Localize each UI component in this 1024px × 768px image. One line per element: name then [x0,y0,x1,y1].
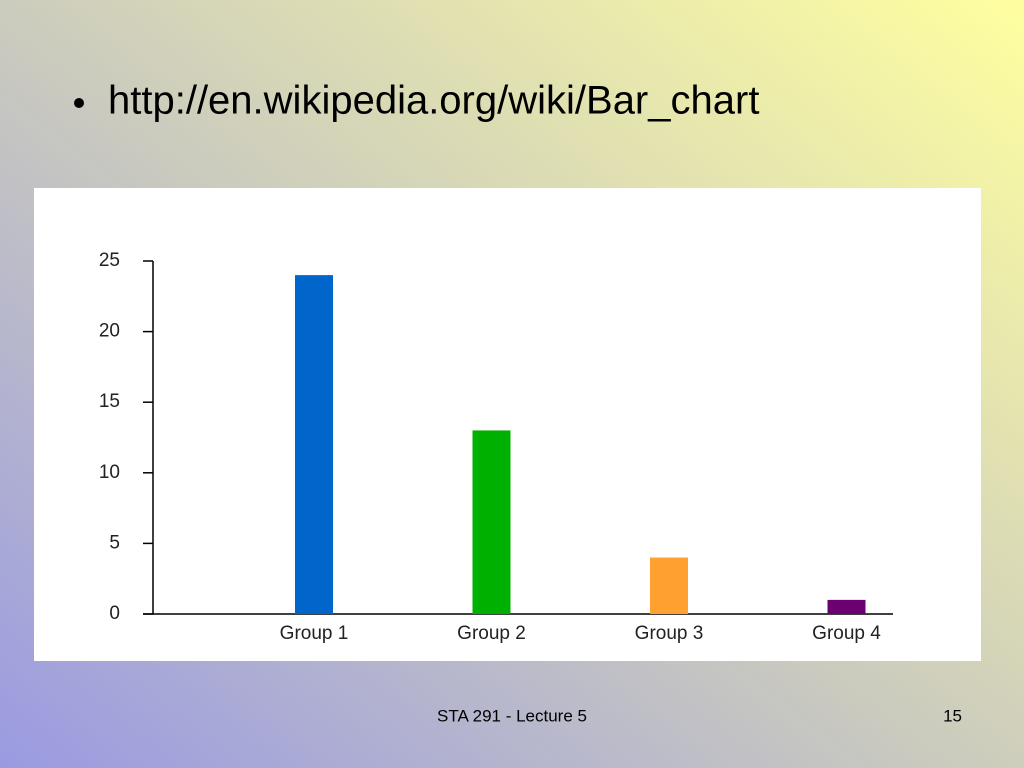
bar [295,275,333,614]
x-tick-label: Group 4 [812,623,881,644]
bar [650,557,688,614]
y-tick-label: 0 [109,603,120,624]
bullet-text: http://en.wikipedia.org/wiki/Bar_chart [108,79,759,123]
footer: STA 291 - Lecture 5 [437,706,587,725]
y-tick-label: 20 [99,321,120,342]
bar [472,430,511,614]
page-number: 15 [943,706,962,725]
bar [827,599,866,614]
chart: 0 5 10 15 20 25 Group 1 Group 2 Group 3 Group 4 [99,250,893,644]
x-tick-label: Group 3 [635,623,704,644]
y-tick-label: 5 [109,532,120,553]
x-tick-label: Group 2 [457,623,526,644]
bullet-dot [74,98,84,108]
x-tick-label: Group 1 [280,623,349,644]
y-tick-label: 15 [99,391,120,412]
y-tick-label: 25 [99,250,120,271]
y-tick-label: 10 [99,462,120,483]
